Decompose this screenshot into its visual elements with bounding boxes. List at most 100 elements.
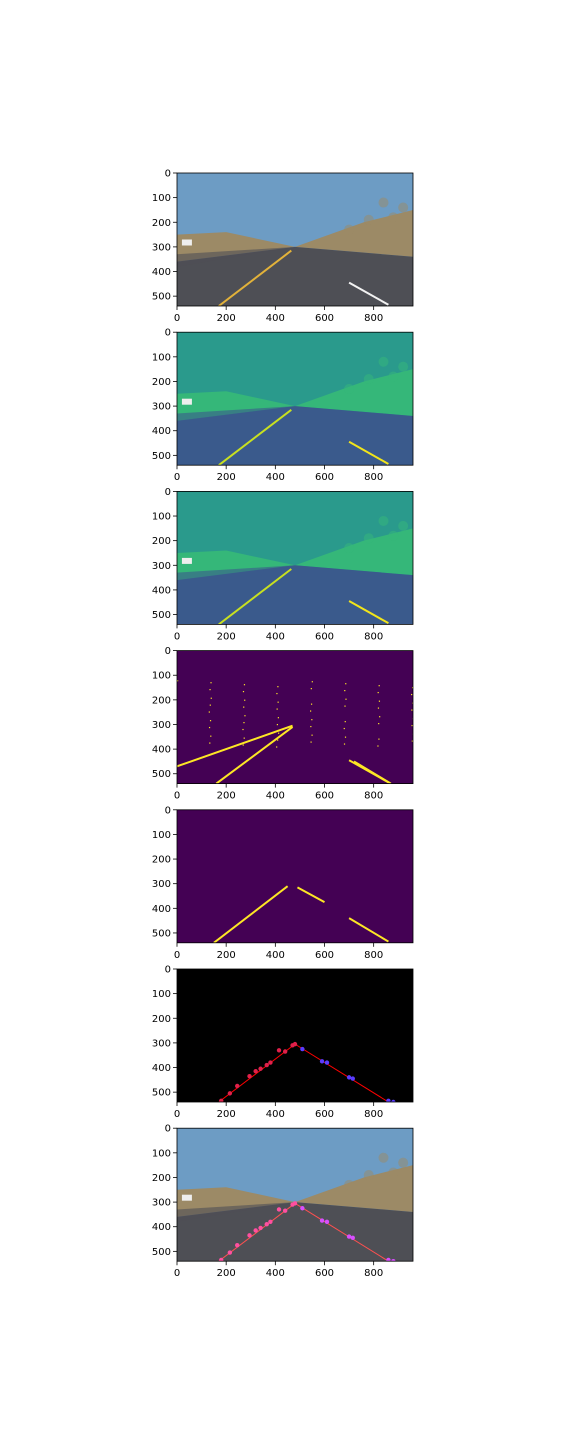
edge-speck [411, 724, 413, 727]
x-tick-label: 600 [315, 1109, 334, 1120]
edge-speck [209, 720, 212, 722]
tree [388, 371, 399, 382]
edge-speck [344, 690, 346, 692]
axes-frame [176, 331, 414, 466]
edge-speck [243, 706, 245, 708]
edge-speck [377, 691, 379, 694]
y-tick-label: 200 [152, 1173, 171, 1184]
x-tick-label: 800 [364, 313, 383, 324]
y-tick-label: 300 [152, 561, 171, 572]
y-tick-label: 300 [152, 242, 171, 253]
y-tick-label: 400 [152, 426, 171, 437]
x-tick-label: 600 [315, 313, 334, 324]
y-tick-label: 0 [165, 487, 171, 498]
edge-speck [209, 742, 211, 744]
edge-speck [344, 736, 347, 738]
y-tick-label: 0 [165, 1124, 171, 1135]
hough-point-right [391, 1099, 396, 1102]
hough-point-left [268, 1060, 273, 1065]
tree [378, 197, 389, 208]
hough-point-right [386, 1098, 391, 1102]
y-tick-label: 400 [152, 904, 171, 915]
x-tick-label: 400 [266, 791, 285, 802]
tree [378, 515, 389, 526]
edge-speck [411, 740, 413, 742]
lane-line [294, 1043, 389, 1102]
edge-speck [377, 707, 380, 709]
road-surface [177, 406, 413, 466]
x-tick-label: 400 [266, 1268, 285, 1279]
tree [398, 361, 409, 372]
hough-point-left [292, 1201, 298, 1206]
y-tick-label: 500 [152, 610, 171, 621]
edge-speck [278, 732, 280, 734]
y-tick-label: 200 [152, 218, 171, 229]
edge-speck [208, 711, 210, 713]
y-tick-label: 400 [152, 585, 171, 596]
y-tick-label: 300 [152, 720, 171, 731]
road-sign [181, 1194, 192, 1201]
x-tick-label: 200 [217, 472, 236, 483]
road-sign [181, 557, 192, 564]
lane-line [296, 886, 325, 904]
x-tick-label: 0 [174, 631, 180, 642]
edge-speck [345, 698, 347, 700]
edge-speck [277, 701, 279, 703]
y-tick-label: 500 [152, 1247, 171, 1258]
y-tick-label: 500 [152, 769, 171, 780]
right-hillside [295, 209, 413, 257]
x-tick-label: 800 [364, 1268, 383, 1279]
y-tick-label: 500 [152, 928, 171, 939]
y-tick-label: 100 [152, 512, 171, 523]
edge-speck [345, 683, 347, 685]
image-area [177, 1128, 413, 1262]
edge-speck [311, 734, 313, 736]
x-tick-label: 800 [364, 950, 383, 961]
y-tick-label: 400 [152, 1063, 171, 1074]
right-hillside [295, 528, 413, 576]
lane-line [213, 885, 289, 943]
edge-speck [243, 737, 245, 739]
y-tick-label: 0 [165, 328, 171, 339]
lane-line [348, 281, 389, 306]
edge-speck [277, 686, 279, 688]
hough-point-right [346, 1234, 352, 1239]
road-sign [181, 239, 192, 246]
y-tick-label: 500 [152, 451, 171, 462]
lane-line [348, 917, 389, 943]
y-tick-label: 300 [152, 1198, 171, 1209]
hough-point-left [247, 1073, 252, 1079]
lane-line [218, 408, 292, 466]
axes-frame [176, 968, 414, 1103]
guard-rail [177, 406, 295, 426]
lane-line [177, 724, 293, 768]
y-tick-label: 100 [152, 989, 171, 1000]
edge-speck [209, 689, 211, 691]
edge-speck [378, 700, 381, 702]
y-tick-label: 300 [152, 879, 171, 890]
y-tick-label: 500 [152, 1088, 171, 1099]
tree [388, 212, 399, 223]
guard-rail [177, 246, 295, 267]
edge-speck [210, 682, 212, 684]
image-background [177, 650, 413, 784]
image-area [177, 650, 413, 784]
lane-line [215, 726, 294, 784]
edge-speck [412, 687, 413, 689]
x-tick-label: 400 [266, 313, 285, 324]
image-area [177, 809, 413, 943]
x-tick-label: 800 [364, 791, 383, 802]
x-tick-label: 200 [217, 791, 236, 802]
hough-point-left [253, 1228, 258, 1233]
edge-speck [244, 715, 246, 717]
tree [344, 224, 355, 235]
x-tick-label: 600 [315, 791, 334, 802]
edge-speck [276, 746, 278, 748]
y-tick-label: 0 [165, 646, 171, 657]
hough-point-right [350, 1235, 355, 1241]
